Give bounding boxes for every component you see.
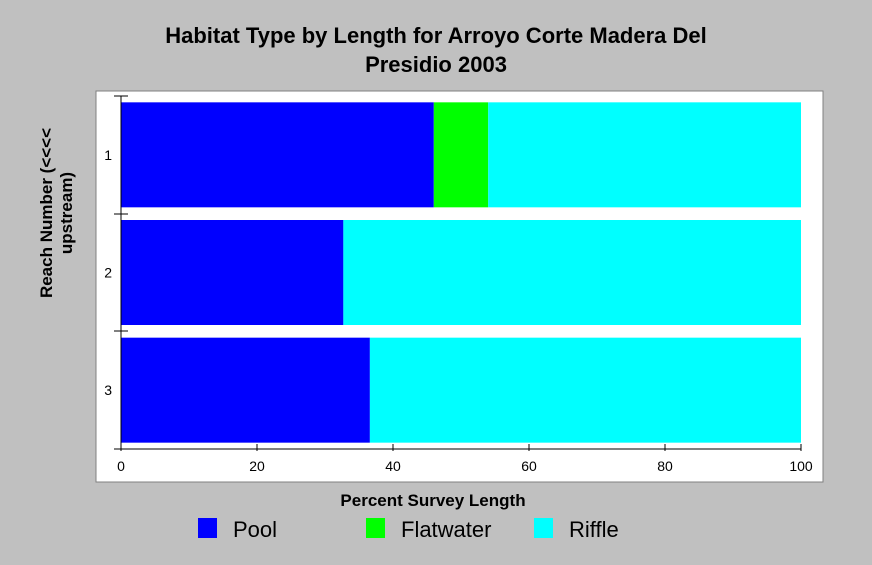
- bar-pool-reach-3: [121, 337, 370, 443]
- bar-riffle-reach-1: [488, 102, 801, 208]
- bar-riffle-reach-2: [343, 220, 801, 325]
- legend-swatch-pool: [198, 518, 217, 538]
- bar-pool-reach-2: [121, 220, 344, 325]
- x-tick-label-80: 80: [657, 458, 673, 474]
- chart-title-line-1: Habitat Type by Length for Arroyo Corte …: [165, 23, 707, 48]
- x-tick-label-0: 0: [117, 458, 125, 474]
- y-tick-label-1: 1: [104, 147, 112, 163]
- bar-riffle-reach-3: [369, 337, 801, 443]
- legend-swatch-riffle: [534, 518, 553, 538]
- legend-swatch-flatwater: [366, 518, 385, 538]
- legend: Pool Flatwater Riffle: [0, 515, 872, 549]
- bars-layer: [121, 102, 801, 443]
- x-axis-label: Percent Survey Length: [340, 491, 526, 510]
- chart-title: Habitat Type by Length for Arroyo Corte …: [0, 21, 872, 79]
- axis-layer: 1 2 3 0 20 40 60 80 100: [104, 95, 813, 474]
- bar-flatwater-reach-1: [433, 102, 489, 208]
- x-tick-label-100: 100: [789, 458, 813, 474]
- y-tick-label-2: 2: [104, 265, 112, 281]
- legend-label-pool: Pool: [233, 517, 278, 542]
- x-tick-label-40: 40: [385, 458, 401, 474]
- chart-title-line-2: Presidio 2003: [365, 52, 507, 77]
- y-tick-label-3: 3: [104, 382, 112, 398]
- bar-pool-reach-1: [121, 102, 434, 208]
- x-tick-label-20: 20: [249, 458, 265, 474]
- x-tick-label-60: 60: [521, 458, 537, 474]
- legend-label-flatwater: Flatwater: [401, 517, 492, 542]
- legend-label-riffle: Riffle: [569, 517, 619, 542]
